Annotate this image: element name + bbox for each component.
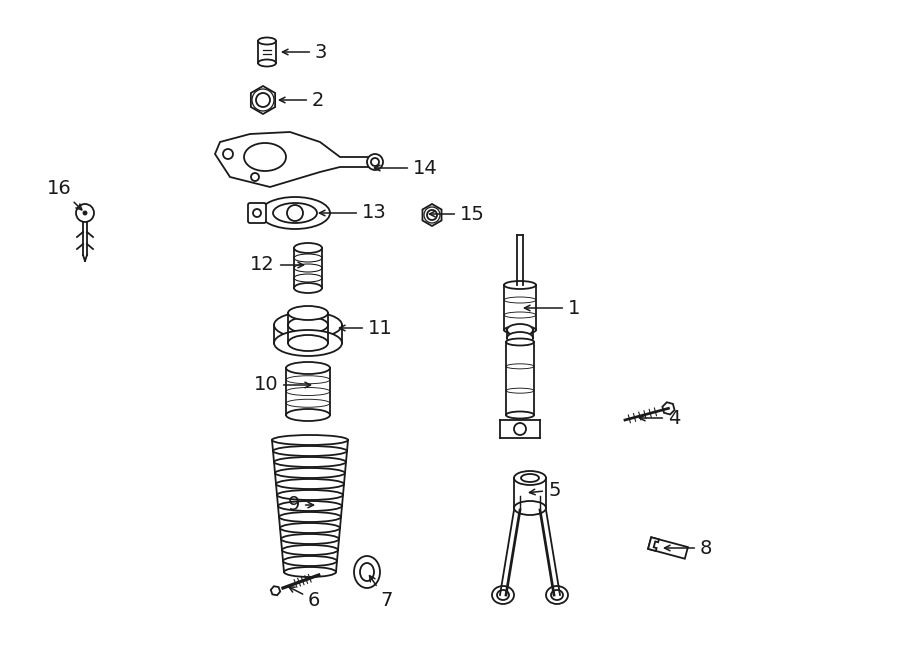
Text: 14: 14 <box>374 159 437 178</box>
Ellipse shape <box>260 197 330 229</box>
Ellipse shape <box>278 501 342 511</box>
Circle shape <box>223 149 233 159</box>
Circle shape <box>367 154 383 170</box>
Text: 2: 2 <box>280 91 324 110</box>
Ellipse shape <box>274 457 346 467</box>
Text: 6: 6 <box>289 587 320 609</box>
Ellipse shape <box>258 38 276 44</box>
Ellipse shape <box>507 332 533 344</box>
Circle shape <box>83 211 87 215</box>
Circle shape <box>253 209 261 217</box>
Ellipse shape <box>288 335 328 351</box>
Polygon shape <box>251 86 275 114</box>
Polygon shape <box>648 537 688 559</box>
Circle shape <box>514 423 526 435</box>
Ellipse shape <box>258 59 276 67</box>
Ellipse shape <box>276 479 344 489</box>
Bar <box>258 41 276 63</box>
Text: 12: 12 <box>250 256 303 274</box>
Text: 3: 3 <box>283 42 328 61</box>
Polygon shape <box>648 537 659 551</box>
Ellipse shape <box>273 446 347 456</box>
FancyBboxPatch shape <box>248 203 266 223</box>
Ellipse shape <box>506 412 534 418</box>
Circle shape <box>76 204 94 222</box>
Ellipse shape <box>506 338 534 346</box>
Text: 16: 16 <box>47 178 82 210</box>
Ellipse shape <box>274 330 342 356</box>
Ellipse shape <box>244 143 286 171</box>
Polygon shape <box>662 403 675 414</box>
Ellipse shape <box>273 203 317 223</box>
Ellipse shape <box>288 317 328 333</box>
Ellipse shape <box>286 409 330 421</box>
Polygon shape <box>422 204 442 226</box>
Ellipse shape <box>514 501 546 515</box>
Ellipse shape <box>274 312 342 338</box>
Ellipse shape <box>546 586 568 604</box>
Ellipse shape <box>504 326 536 334</box>
Circle shape <box>287 205 303 221</box>
Text: 1: 1 <box>525 299 580 317</box>
Text: 7: 7 <box>370 576 392 609</box>
Ellipse shape <box>497 590 509 600</box>
Polygon shape <box>215 132 375 187</box>
Polygon shape <box>271 586 280 596</box>
Ellipse shape <box>504 281 536 289</box>
Ellipse shape <box>551 590 563 600</box>
Ellipse shape <box>272 435 348 445</box>
Ellipse shape <box>286 362 330 374</box>
Text: 5: 5 <box>529 481 561 500</box>
Circle shape <box>256 93 270 107</box>
Ellipse shape <box>294 283 322 293</box>
Ellipse shape <box>283 556 337 566</box>
Ellipse shape <box>277 490 343 500</box>
Ellipse shape <box>280 523 340 533</box>
Text: 9: 9 <box>288 496 313 514</box>
Text: 8: 8 <box>664 539 713 557</box>
Circle shape <box>427 210 437 220</box>
Circle shape <box>371 158 379 166</box>
Ellipse shape <box>275 468 345 478</box>
Text: 10: 10 <box>254 375 310 395</box>
Ellipse shape <box>294 243 322 253</box>
Ellipse shape <box>354 556 380 588</box>
Text: 4: 4 <box>640 408 680 428</box>
Ellipse shape <box>288 306 328 320</box>
Ellipse shape <box>282 545 338 555</box>
Circle shape <box>251 173 259 181</box>
Ellipse shape <box>514 471 546 485</box>
Ellipse shape <box>507 324 533 336</box>
Ellipse shape <box>521 474 539 482</box>
Text: 15: 15 <box>429 204 485 223</box>
Ellipse shape <box>492 586 514 604</box>
Ellipse shape <box>284 567 336 577</box>
Ellipse shape <box>279 512 341 522</box>
Text: 11: 11 <box>339 319 392 338</box>
Ellipse shape <box>281 534 339 544</box>
Ellipse shape <box>360 563 374 581</box>
Text: 13: 13 <box>320 204 387 223</box>
